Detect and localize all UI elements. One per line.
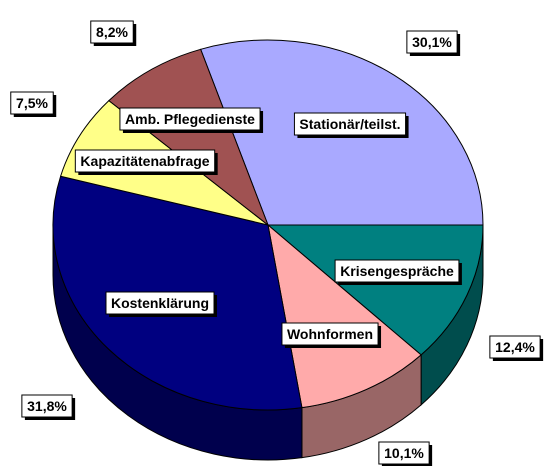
category-label-text: Amb. Pflegedienste [125,111,255,127]
value-label: 30,1% [406,30,461,56]
category-label-text: Kostenklärung [111,295,209,311]
value-label: 8,2% [90,20,137,46]
label-box [74,149,216,173]
category-label: Kapazitätenabfrage [74,149,218,175]
slice [108,48,270,227]
category-label: Amb. Pflegedienste [119,107,264,133]
label-box [489,335,541,359]
label-box [21,394,73,418]
label-box [334,259,460,283]
value-label-text: 30,1% [412,34,452,50]
category-label-text: Wohnformen [287,326,373,342]
value-label-text: 31,8% [27,398,67,414]
label-box [90,20,134,44]
label-box [406,30,458,54]
category-label-text: Krisengespräche [340,263,454,279]
value-label: 12,4% [489,335,544,361]
label-box [281,322,379,346]
slice [267,223,422,409]
label-box [378,441,430,465]
slice [266,224,484,356]
label-box [119,107,261,131]
category-label: Stationär/teilst. [293,112,409,138]
category-label-text: Kapazitätenabfrage [80,153,209,169]
category-label: Wohnformen [281,322,382,348]
category-label: Krisengespräche [334,259,462,285]
label-box [10,91,54,115]
value-label: 31,8% [21,394,76,420]
value-label-text: 10,1% [384,445,424,461]
value-label-text: 8,2% [96,24,128,40]
value-label-text: 12,4% [495,339,535,355]
value-label: 10,1% [378,441,433,466]
value-label-text: 7,5% [16,95,48,111]
value-label: 7,5% [10,91,57,117]
category-label: Kostenklärung [105,291,218,317]
label-box [293,112,407,136]
label-box [105,291,215,315]
category-label-text: Stationär/teilst. [299,116,400,132]
